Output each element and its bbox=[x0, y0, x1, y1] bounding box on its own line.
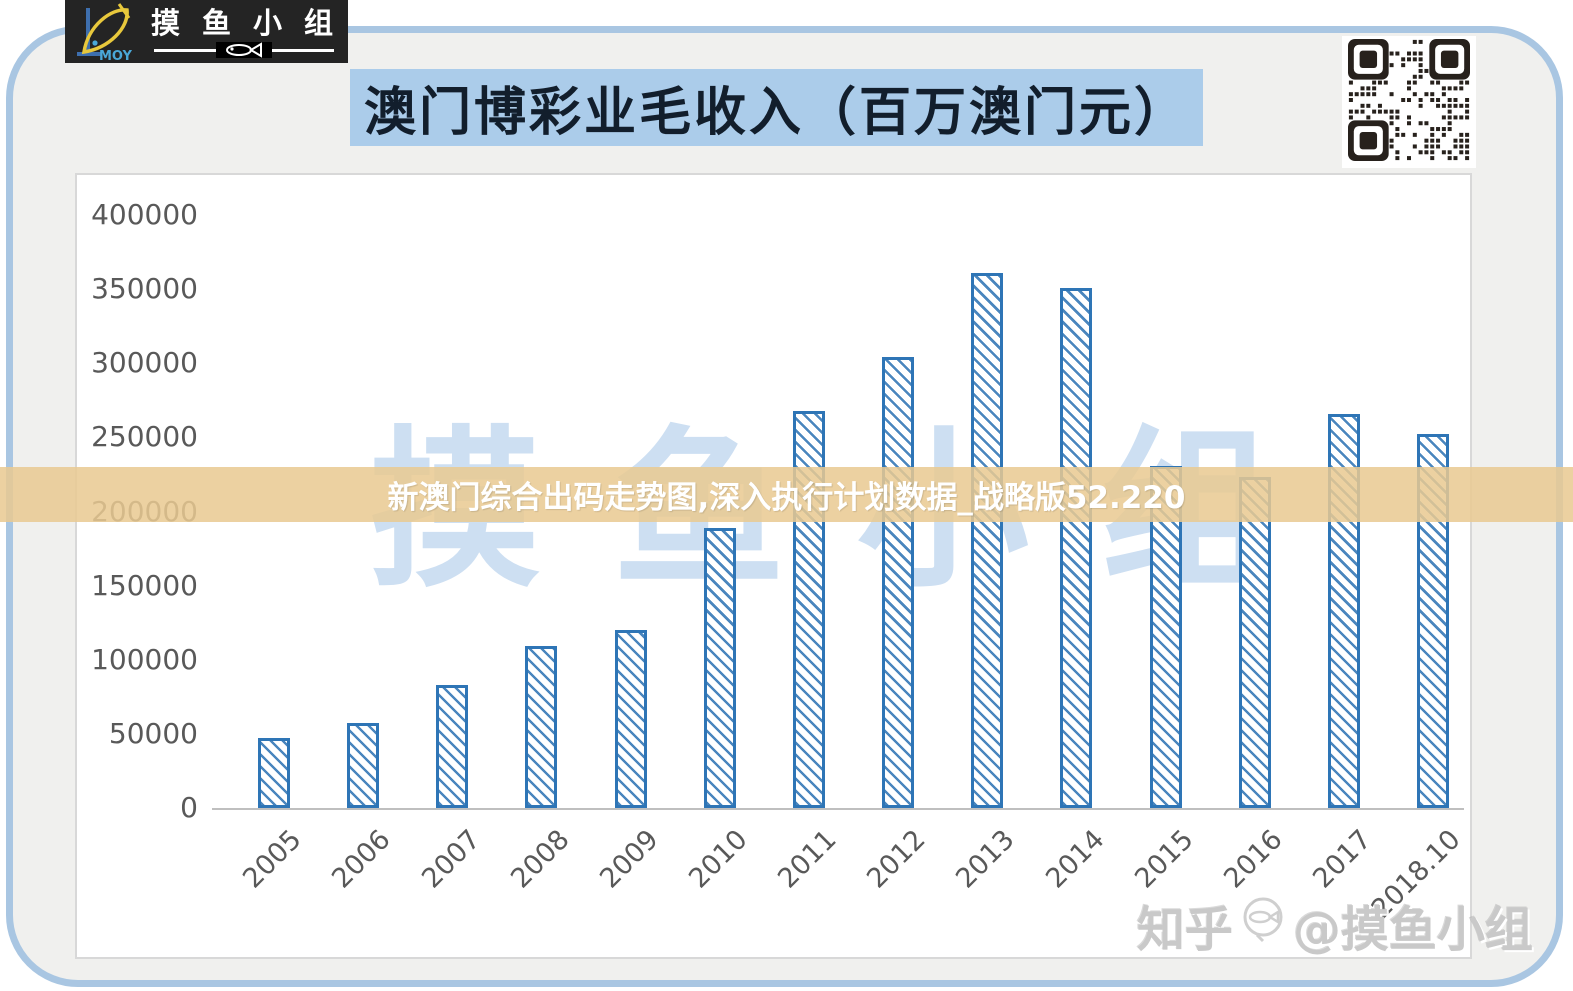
x-axis-tick-label: 2009 bbox=[594, 824, 665, 895]
x-axis-tick-label: 2017 bbox=[1307, 824, 1378, 895]
x-axis-tick-label: 2015 bbox=[1128, 824, 1200, 895]
y-axis-tick-label: 350000 bbox=[91, 272, 198, 306]
bar-2012 bbox=[882, 357, 915, 808]
moyu-fish-logo-icon: MOYU bbox=[71, 2, 143, 64]
bar-2015 bbox=[1149, 465, 1182, 808]
qr-code bbox=[1342, 36, 1476, 168]
y-axis-tick-label: 150000 bbox=[91, 568, 198, 602]
chart-area: 摸鱼小组 05000010000015000020000025000030000… bbox=[77, 175, 1470, 957]
qr-code-pattern-icon bbox=[1348, 39, 1470, 165]
logo-group-name: 摸鱼小组 bbox=[151, 5, 356, 40]
bar-2006 bbox=[347, 723, 380, 808]
y-axis-tick-label: 400000 bbox=[91, 198, 198, 231]
y-axis-tick-label: 250000 bbox=[91, 420, 198, 454]
y-axis-tick-label: 100000 bbox=[91, 642, 198, 676]
bar-2007 bbox=[436, 684, 469, 808]
x-axis-tick-label: 2013 bbox=[950, 824, 1022, 895]
bar-2013 bbox=[971, 272, 1004, 808]
x-axis-tick-label: 2007 bbox=[415, 824, 487, 895]
credit-site-label: 知乎 bbox=[1136, 902, 1233, 958]
x-axis-tick-label: 2011 bbox=[772, 824, 843, 895]
y-axis-tick-label: 300000 bbox=[91, 346, 198, 380]
y-axis-tick-label: 50000 bbox=[108, 716, 198, 750]
y-axis-tick-label: 0 bbox=[180, 791, 198, 824]
moyu-logo-box: MOYU 摸鱼小组 bbox=[65, 0, 348, 64]
page-title: 澳门博彩业毛收入（百万澳门元） bbox=[363, 83, 1189, 143]
fish-badge-icon bbox=[1237, 895, 1289, 955]
x-axis-tick-label: 2016 bbox=[1218, 824, 1289, 895]
moyu-brand-text: MOYU bbox=[99, 49, 133, 62]
chart-card: 摸鱼小组 05000010000015000020000025000030000… bbox=[75, 173, 1472, 959]
overlay-banner: 新澳门综合出码走势图,深入执行计划数据_战略版52.220 bbox=[0, 467, 1573, 522]
x-axis-tick-label: 2006 bbox=[326, 824, 398, 895]
x-axis-tick-label: 2008 bbox=[504, 824, 576, 895]
bar-2008 bbox=[525, 646, 558, 808]
overlay-banner-text: 新澳门综合出码走势图,深入执行计划数据_战略版52.220 bbox=[387, 480, 1186, 516]
bar-2005 bbox=[258, 738, 290, 808]
logo-fish-divider-icon bbox=[154, 41, 334, 58]
x-axis-tick-label: 2012 bbox=[861, 824, 932, 895]
credit-handle-label: @摸鱼小组 bbox=[1292, 902, 1533, 958]
bar-2009 bbox=[614, 630, 647, 808]
x-axis-line bbox=[212, 808, 1464, 810]
bar-2016 bbox=[1238, 477, 1271, 808]
x-axis-tick-label: 2014 bbox=[1039, 824, 1111, 895]
title-bar: 澳门博彩业毛收入（百万澳门元） bbox=[350, 69, 1203, 146]
bar-2014 bbox=[1060, 287, 1093, 808]
x-axis-tick-label: 2005 bbox=[237, 824, 308, 895]
x-axis-tick-label: 2010 bbox=[683, 824, 754, 895]
credit-watermark: 知乎 @摸鱼小组 bbox=[1137, 890, 1533, 960]
bar-2010 bbox=[703, 527, 736, 808]
